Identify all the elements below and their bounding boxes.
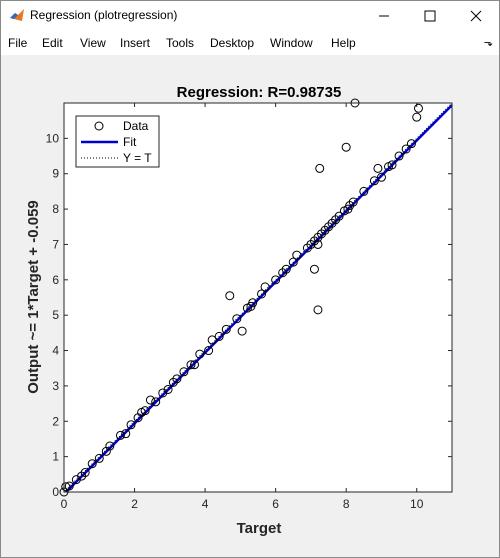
y-tick-label: 1 (52, 450, 59, 464)
x-tick-label: 6 (272, 497, 279, 511)
data-point (313, 239, 323, 249)
y-tick-label: 2 (52, 414, 59, 428)
data-point (126, 420, 136, 430)
data-point (94, 453, 104, 463)
menu-desktop[interactable]: Desktop (210, 36, 255, 50)
x-tick-label: 10 (410, 497, 424, 511)
data-point (334, 211, 344, 221)
data-point (221, 324, 231, 334)
data-point (80, 468, 90, 478)
y-tick-label: 8 (52, 202, 59, 216)
dock-arrow-icon[interactable]: ⬎ (483, 37, 493, 49)
axes-box (63, 102, 453, 493)
menu-window[interactable]: Window (270, 36, 313, 50)
data-point (373, 163, 383, 173)
y-tick-label: 6 (52, 273, 59, 287)
x-tick-label: 2 (131, 497, 138, 511)
legend-data-marker (94, 121, 104, 131)
data-point (179, 367, 189, 377)
data-point (246, 301, 256, 311)
data-point (401, 144, 411, 154)
data-point (105, 441, 115, 451)
menu-help[interactable]: Help (331, 36, 356, 50)
data-point (412, 112, 422, 122)
data-point (204, 346, 214, 356)
close-button[interactable] (453, 1, 499, 30)
data-point (288, 257, 298, 267)
data-point (341, 142, 351, 152)
window-title: Regression (plotregression) (30, 8, 178, 22)
data-point (115, 430, 125, 440)
y-tick-label: 5 (52, 308, 59, 322)
data-point (163, 384, 173, 394)
data-point (190, 360, 200, 370)
y-tick-label: 10 (46, 131, 60, 145)
x-axis-label: Target (237, 520, 282, 537)
data-point (348, 197, 358, 207)
menu-view[interactable]: View (80, 36, 106, 50)
data-point (151, 397, 161, 407)
data-point (145, 395, 155, 405)
data-point (186, 360, 196, 370)
data-point (257, 289, 267, 299)
y-tick-label: 3 (52, 379, 59, 393)
data-point (87, 459, 97, 469)
y-tick-label: 9 (52, 167, 59, 181)
figure-area: 0 2 4 6 8 10 0 1 2 3 4 5 6 7 8 9 10 Regression: R=0.9873… (1, 55, 499, 557)
data-point (413, 103, 423, 113)
data-point (225, 291, 235, 301)
title-bar[interactable]: Regression (plotregression) (1, 1, 499, 30)
data-point (121, 429, 131, 439)
data-point (369, 176, 379, 186)
legend-identity-label: Y = T (123, 151, 152, 165)
data-point (61, 482, 71, 492)
data-point (237, 326, 247, 336)
data-point (406, 139, 416, 149)
matlab-icon (10, 9, 24, 21)
y-tick-label: 0 (52, 485, 59, 499)
data-point (172, 374, 182, 384)
data-point (207, 335, 217, 345)
data-point (64, 481, 74, 491)
y-tick-label: 4 (52, 344, 59, 358)
fit-line (65, 104, 453, 493)
y-axis-label: Output ~= 1*Target + -0.059 (25, 200, 42, 394)
minimize-button[interactable] (361, 1, 407, 30)
data-point (376, 172, 386, 182)
data-point (359, 186, 369, 196)
data-point (137, 407, 147, 417)
data-point (394, 151, 404, 161)
data-point (313, 305, 323, 315)
data-point (232, 314, 242, 324)
menu-file[interactable]: File (8, 36, 28, 50)
maximize-button[interactable] (407, 1, 453, 30)
x-tick-label: 0 (61, 497, 68, 511)
menu-edit[interactable]: Edit (42, 36, 63, 50)
maximize-icon (424, 10, 436, 21)
data-point (195, 349, 205, 359)
data-point (315, 163, 325, 173)
menu-bar: File Edit View Insert Tools Desktop Wind… (1, 30, 499, 55)
data-point (278, 268, 288, 278)
data-point (387, 160, 397, 170)
legend: Data Fit Y = T (75, 115, 160, 168)
chart-title: Regression: R=0.98735 (177, 84, 342, 101)
x-tick-label: 4 (202, 497, 209, 511)
data-point (271, 275, 281, 285)
data-point (309, 264, 319, 274)
data-point (214, 331, 224, 341)
y-tick-label: 7 (52, 237, 59, 251)
close-icon (470, 10, 482, 21)
regression-plot: 0 2 4 6 8 10 0 1 2 3 4 5 6 7 8 9 10 Regression: R=0.9873… (25, 84, 453, 537)
legend-fit-label: Fit (123, 135, 137, 149)
axes-background (64, 103, 452, 492)
legend-data-label: Data (123, 119, 149, 133)
x-tick-label: 8 (343, 497, 350, 511)
minimize-icon (379, 15, 389, 16)
menu-tools[interactable]: Tools (166, 36, 195, 50)
data-point (292, 250, 302, 260)
data-point (260, 282, 270, 292)
menu-insert[interactable]: Insert (120, 36, 151, 50)
